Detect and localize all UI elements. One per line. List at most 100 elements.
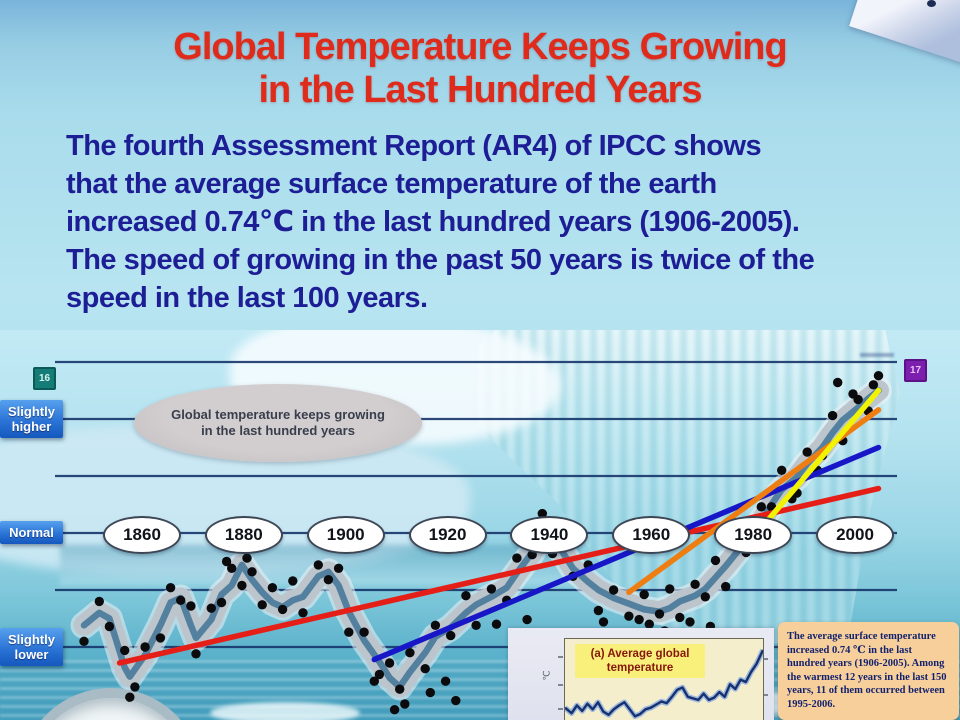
year-tick-1900: 1900 — [306, 516, 385, 554]
data-dot — [624, 611, 634, 621]
y-label-slightly-higher: Slightly higher — [0, 400, 63, 438]
data-dot — [384, 658, 395, 668]
data-dot — [359, 627, 369, 637]
data-dot — [120, 645, 130, 656]
data-dot — [425, 687, 435, 698]
inset-title: (a) Average global temperature — [575, 644, 705, 678]
data-dot — [165, 583, 176, 593]
slide-title: Global Temperature Keeps Growing in the … — [0, 26, 960, 112]
data-dot — [191, 649, 201, 659]
data-dot — [227, 563, 237, 573]
data-dot — [639, 589, 649, 600]
data-dot — [710, 555, 721, 566]
data-dot — [873, 371, 884, 381]
data-dot — [665, 584, 675, 594]
slide-number-badge-17: 17 — [904, 359, 927, 382]
annotation-text: Global temperature keeps growing in the … — [171, 407, 385, 438]
data-dot — [690, 579, 700, 589]
data-dot — [221, 556, 232, 567]
data-dot — [491, 619, 502, 629]
intro-line: that the average surface temperature of … — [66, 168, 717, 200]
data-dot — [313, 560, 323, 570]
trend-100yr — [371, 444, 882, 663]
data-dot — [288, 576, 298, 586]
data-dot — [247, 567, 257, 577]
annotation-ellipse: Global temperature keeps growing in the … — [134, 384, 422, 462]
trend-25yr — [748, 387, 882, 543]
data-dot — [333, 563, 344, 573]
tiny-watermark — [860, 353, 894, 357]
data-dot — [675, 612, 685, 623]
temperature-chart: Slightly higher Normal Slightly lower 1860… — [0, 330, 960, 720]
data-dot — [369, 676, 379, 686]
data-dot — [125, 692, 135, 702]
data-dot — [400, 699, 410, 709]
inset-unit-label: ℃ — [541, 670, 552, 681]
data-dot — [104, 621, 115, 632]
data-dot — [634, 614, 644, 625]
data-dot — [512, 553, 522, 563]
data-dot — [79, 636, 89, 646]
year-tick-1920: 1920 — [408, 516, 487, 554]
inset-tick — [558, 656, 563, 658]
data-dot — [267, 583, 278, 593]
note-box: The average surface temperature increase… — [778, 622, 959, 720]
data-dot — [389, 705, 400, 715]
data-dot — [608, 585, 619, 595]
data-dot — [395, 684, 405, 694]
data-dot — [405, 648, 415, 658]
data-dot — [440, 676, 451, 686]
data-dot — [598, 617, 609, 627]
data-dot — [471, 620, 481, 630]
data-dot — [853, 394, 863, 405]
data-dot — [216, 597, 227, 608]
data-dot — [206, 603, 216, 613]
data-dot — [176, 595, 186, 605]
ice-floe — [210, 702, 360, 720]
inset-tick — [558, 708, 563, 710]
data-dot — [644, 619, 654, 629]
intro-paragraph: The fourth Assessment Report (AR4) of IP… — [66, 127, 926, 317]
data-dot — [374, 669, 385, 680]
data-dot — [451, 695, 461, 706]
year-tick-1940: 1940 — [510, 516, 589, 554]
data-dot — [140, 642, 150, 652]
data-dot — [94, 596, 105, 607]
slide-number-badge-16: 16 — [33, 367, 56, 390]
data-dot — [685, 617, 695, 627]
data-dot — [323, 575, 334, 585]
slide-title-line1: Global Temperature Keeps Growing — [173, 26, 787, 68]
data-dot — [242, 553, 252, 563]
data-dot — [777, 465, 787, 475]
data-dot — [593, 605, 604, 616]
data-dot — [721, 581, 731, 592]
data-dot — [420, 664, 430, 674]
y-label-normal: Normal — [0, 521, 63, 544]
data-dot — [833, 377, 843, 388]
data-dot — [700, 592, 710, 602]
inset-tick — [558, 684, 563, 686]
data-dot — [654, 609, 665, 619]
year-tick-1880: 1880 — [204, 516, 283, 554]
inset-tick — [763, 694, 768, 696]
inset-chart-panel: ℃ (a) Average global temperature — [508, 628, 774, 720]
data-dot — [486, 584, 497, 594]
year-tick-2000: 2000 — [816, 516, 894, 554]
year-tick-1860: 1860 — [103, 516, 181, 554]
intro-line: speed in the last 100 years. — [66, 282, 428, 314]
data-dot — [186, 601, 196, 611]
data-dot — [461, 591, 471, 601]
slide-title-line2: in the Last Hundred Years — [258, 69, 702, 111]
data-dot — [237, 580, 247, 591]
corner-photo-dot — [927, 0, 936, 7]
data-dot — [257, 600, 267, 610]
y-label-slightly-lower: Slightly lower — [0, 628, 63, 666]
data-dot — [344, 627, 354, 637]
inset-canvas — [565, 648, 763, 720]
data-dot — [130, 682, 140, 692]
data-dot — [827, 410, 838, 421]
data-dot — [522, 614, 532, 625]
year-tick-1960: 1960 — [612, 516, 691, 554]
data-dot — [802, 447, 812, 457]
